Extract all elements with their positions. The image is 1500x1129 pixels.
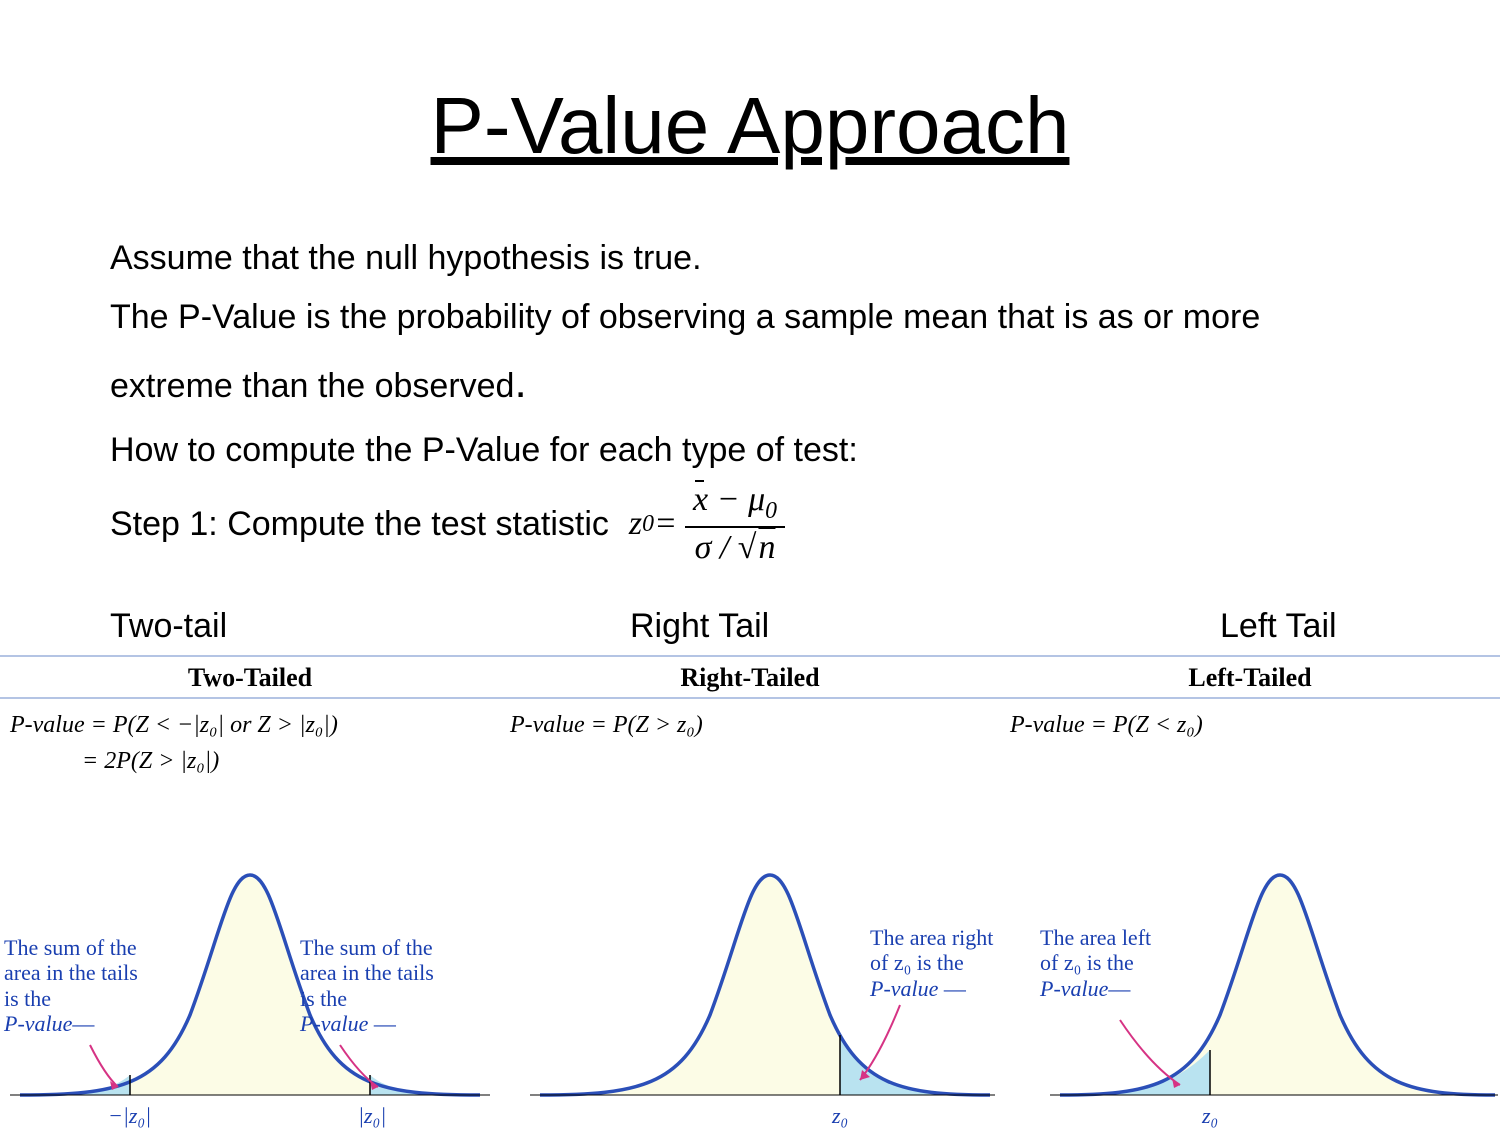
intro-line-2a: The P-Value is the probability of observ… bbox=[110, 291, 1390, 344]
axis-two-right: |z₀| bbox=[358, 1103, 386, 1129]
panel-title-left-tail: Left Tail bbox=[1220, 607, 1337, 646]
axis-two-left: −|z₀| bbox=[108, 1103, 151, 1129]
curve-two-tailed: The sum of the area in the tails is the … bbox=[0, 815, 500, 1125]
pvalue-formula-two-tailed: P-value = P(Z < −|z₀| or Z > |z₀|) = 2P(… bbox=[0, 699, 500, 779]
ann-two-left-pv: P-value bbox=[4, 1011, 72, 1036]
formula-minus: − bbox=[708, 481, 748, 518]
panel-subhead-right-tailed: Right-Tailed bbox=[500, 655, 1000, 699]
step-1-row: Step 1: Compute the test statistic z0 = … bbox=[110, 482, 1390, 565]
pval-two-line2: = 2P(Z > |z₀|) bbox=[10, 743, 490, 779]
ann-two-right-pv: P-value bbox=[300, 1011, 368, 1036]
pval-left-line1: P-value = P(Z < z₀) bbox=[1010, 707, 1490, 743]
formula-xbar: x bbox=[693, 482, 708, 518]
axis-left-center: z₀ bbox=[1202, 1103, 1218, 1129]
annotation-right: The area right of z₀ is the P-value — bbox=[870, 925, 1010, 1001]
curve-left-tailed: The area left of z₀ is the P-value— z₀ bbox=[1000, 815, 1500, 1125]
ann-left-text: The area left of z₀ is the bbox=[1040, 925, 1151, 975]
z-formula: z0 = x − μ0 σ / √n bbox=[629, 482, 785, 565]
pvalue-formula-left-tailed: P-value = P(Z < z₀) bbox=[1000, 699, 1500, 743]
panel-title-two-tail: Two-tail bbox=[110, 607, 227, 646]
formula-n: n bbox=[756, 529, 775, 566]
intro-line-2b: extreme than the observed. bbox=[110, 349, 1390, 417]
panel-subhead-left-tailed: Left-Tailed bbox=[1000, 655, 1500, 699]
formula-fraction: x − μ0 σ / √n bbox=[685, 482, 785, 565]
step-1-label: Step 1: Compute the test statistic bbox=[110, 498, 609, 551]
pvalue-formula-right-tailed: P-value = P(Z > z₀) bbox=[500, 699, 1000, 743]
panel-two-tailed: Two-tail Two-Tailed P-value = P(Z < −|z₀… bbox=[0, 655, 500, 1125]
formula-sigma: σ / bbox=[695, 529, 738, 566]
pval-two-line1: P-value = P(Z < −|z₀| or Z > |z₀|) bbox=[10, 707, 490, 743]
page-title: P-Value Approach bbox=[0, 80, 1500, 172]
formula-mu-sub: 0 bbox=[765, 498, 777, 524]
formula-numerator: x − μ0 bbox=[685, 482, 785, 528]
panel-right-tailed: Right Tail Right-Tailed P-value = P(Z > … bbox=[500, 655, 1000, 1125]
annotation-left: The area left of z₀ is the P-value— bbox=[1040, 925, 1170, 1001]
formula-z-sub: 0 bbox=[642, 506, 654, 543]
ann-left-pv: P-value bbox=[1040, 976, 1108, 1001]
intro-line-1: Assume that the null hypothesis is true. bbox=[110, 232, 1390, 285]
formula-sqrt: √ bbox=[738, 529, 757, 566]
intro-line-2b-text: extreme than the observed bbox=[110, 367, 514, 405]
panel-subhead-two-tailed: Two-Tailed bbox=[0, 655, 500, 699]
panels-row: Two-tail Two-Tailed P-value = P(Z < −|z₀… bbox=[0, 655, 1500, 1125]
formula-denominator: σ / √n bbox=[687, 528, 784, 566]
ann-two-left-text: The sum of the area in the tails is the bbox=[4, 935, 138, 1011]
ann-two-right-text: The sum of the area in the tails is the bbox=[300, 935, 434, 1011]
panel-left-tailed: Left Tail Left-Tailed P-value = P(Z < z₀… bbox=[1000, 655, 1500, 1125]
intro-line-3: How to compute the P-Value for each type… bbox=[110, 424, 1390, 477]
intro-block: Assume that the null hypothesis is true.… bbox=[0, 232, 1500, 566]
pval-right-line1: P-value = P(Z > z₀) bbox=[510, 707, 990, 743]
formula-z: z bbox=[629, 498, 642, 551]
axis-right-center: z₀ bbox=[832, 1103, 848, 1129]
panel-title-right-tail: Right Tail bbox=[630, 607, 769, 646]
annotation-two-left: The sum of the area in the tails is the … bbox=[4, 935, 144, 1036]
ann-right-pv: P-value bbox=[870, 976, 938, 1001]
formula-mu: μ bbox=[748, 481, 765, 518]
slide: P-Value Approach Assume that the null hy… bbox=[0, 0, 1500, 1125]
ann-right-text: The area right of z₀ is the bbox=[870, 925, 993, 975]
curve-right-tailed: The area right of z₀ is the P-value — z₀ bbox=[500, 815, 1000, 1125]
annotation-two-right: The sum of the area in the tails is the … bbox=[300, 935, 440, 1036]
formula-eq: = bbox=[654, 498, 677, 551]
